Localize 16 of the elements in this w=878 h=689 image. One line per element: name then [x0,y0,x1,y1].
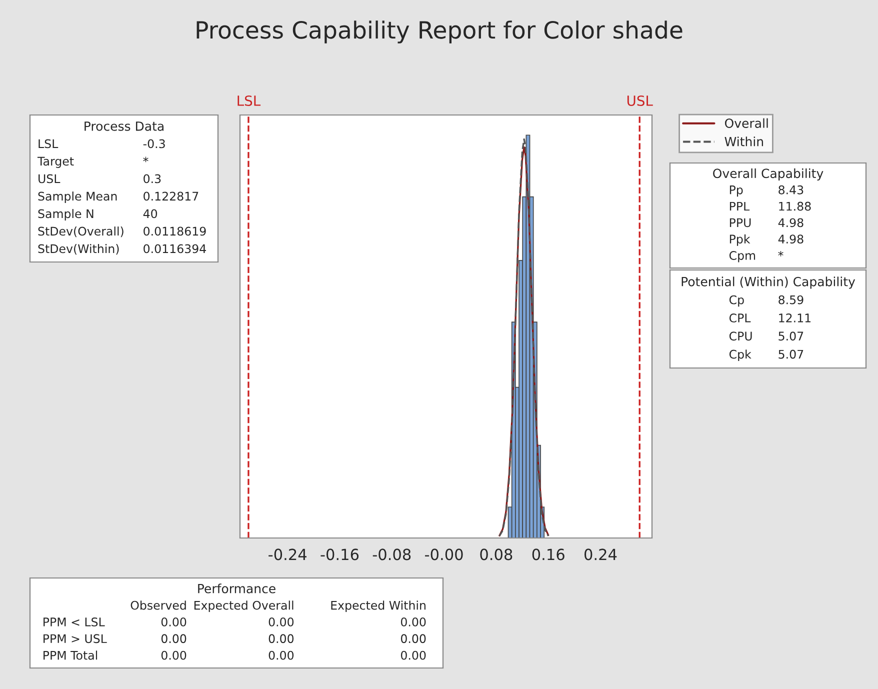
x-tick-label: 0.24 [584,548,617,560]
legend-label: Overall [724,118,768,128]
chart-title: Process Capability Report for Color shade [196,20,682,44]
text: Performance Observed Expected Overall Expected Within PPM < LSL 0.00 0.00 0.00 PPM > USL 0.00 0.00 0.00 PPM Total 0.00 0.00 0.00 [44,584,426,660]
text: Process Data LSL -0.3 Target * USL 0.3 Sample Mean 0.122817 Sample N 40 StDev(Overall) 0.0118619 StDev(Within) 0.0116394 [37,122,206,255]
text: Overall Capability Pp 8.43 PPL 11.88 PPU 4.98 Ppk 4.98 Cpm * [713,168,824,262]
legend-label: Within [724,136,763,146]
ref-line-label: LSL [238,95,261,106]
text: Potential (Within) Capability Cp 8.59 CPL 12.11 CPU 5.07 Cpk 5.07 [682,276,856,362]
x-tick-label: -0.08 [372,548,411,560]
x-tick-label: -0.16 [320,548,359,560]
x-tick-label: 0.08 [480,548,512,560]
x-tick-label: 0.16 [532,548,564,560]
x-tick-label: -0.24 [268,548,306,560]
ref-line-label: USL [627,95,653,106]
x-tick-label: -0.00 [425,548,463,560]
